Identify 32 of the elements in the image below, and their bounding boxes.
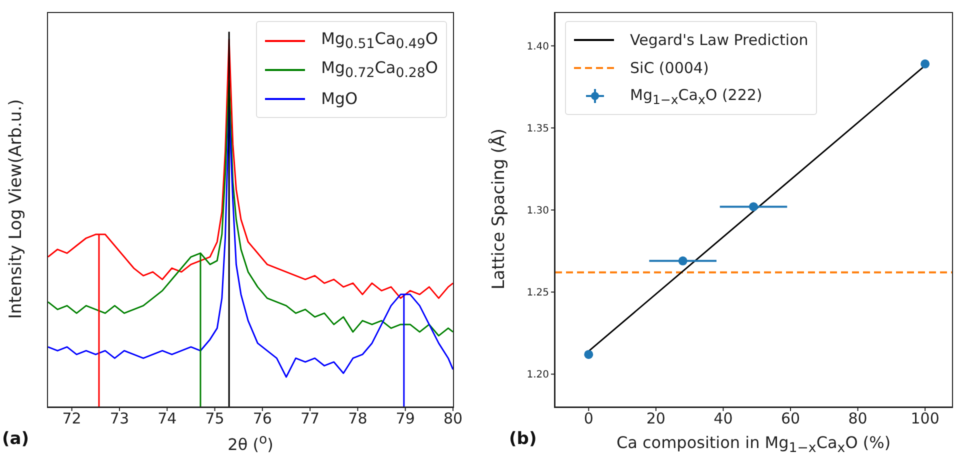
legend-label: MgO [321, 89, 358, 108]
x-tick-label: 80 [848, 410, 868, 428]
x-tick-label: 20 [646, 410, 666, 428]
legend-label: Mg$_{1−x}$Ca$_{x}$O (222) [630, 86, 762, 106]
x-axis-title: Ca composition in Mg$_{1−x}$Ca$_{x}$O (%) [616, 433, 891, 456]
text: (a) [2, 429, 30, 449]
y-tick-label: 1.30 [526, 206, 549, 217]
y-tick-label: 1.25 [526, 288, 549, 299]
x-tick-label: 77 [300, 410, 320, 428]
x-tick-label: 100 [910, 410, 940, 428]
x-tick-label: 76 [252, 410, 272, 428]
x-axis-title: 2θ ($^{o}$) [228, 433, 274, 454]
x-tick-label: 75 [205, 410, 224, 428]
text: (b) [509, 429, 537, 449]
y-tick-label: 1.35 [526, 123, 549, 134]
y-tick-label: 1.40 [526, 41, 549, 52]
x-tick-label: 40 [714, 410, 733, 428]
y-axis-title: Lattice Spacing (Å) [489, 128, 509, 290]
x-tick-label: 72 [62, 410, 82, 428]
legend-label: Mg$_{0.51}$Ca$_{0.49}$O [321, 28, 438, 52]
x-tick-label: 74 [158, 410, 177, 428]
x-tick-label: 78 [348, 410, 368, 428]
y-axis-title: Intensity Log View(Arb.u.) [6, 99, 26, 319]
y-tick-label: 1.20 [526, 370, 549, 381]
x-tick-label: 60 [780, 410, 800, 428]
x-tick-label: 79 [396, 410, 415, 428]
legend-label: Mg$_{0.72}$Ca$_{0.28}$O [321, 58, 438, 82]
legend-label: SiC (0004) [630, 59, 709, 77]
x-tick-label: 0 [584, 410, 594, 428]
x-tick-label: 80 [443, 410, 463, 428]
x-tick-label: 73 [110, 410, 130, 428]
legend-label: Vegard's Law Prediction [630, 31, 808, 49]
